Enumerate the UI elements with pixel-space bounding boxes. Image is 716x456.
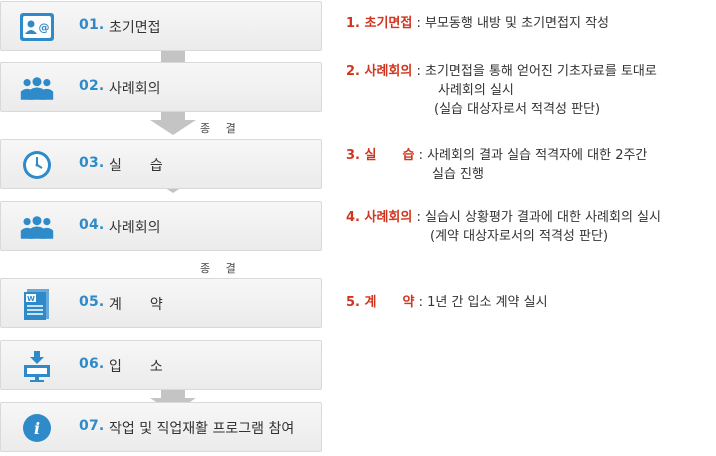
description-text: 초기면접을 통해 얻어진 기초자료를 토대로 <box>425 64 657 79</box>
step-number: 06. <box>79 356 105 372</box>
step-box-7: i 07. 작업 및 직업재활 프로그램 참여 <box>0 402 322 452</box>
step-label: 입 소 <box>109 359 163 375</box>
step-box-1: @ 01. 초기면접 <box>0 1 322 51</box>
description-text: 실습시 상황평가 결과에 대한 사례회의 실시 <box>425 210 661 225</box>
step-label: 계 약 <box>109 297 163 313</box>
description-text: (계약 대상자로서의 적격성 판단) <box>430 229 609 244</box>
step-label: 사례회의 <box>109 220 161 236</box>
step-label: 초기면접 <box>109 20 161 36</box>
description-title: 5. 계 약 <box>346 295 415 310</box>
description-text: 사례회의 실시 <box>438 83 514 98</box>
step-number: 05. <box>79 294 105 310</box>
description-text: 실습 진행 <box>432 167 484 182</box>
description-3: 3. 실 습 : 사례회의 결과 실습 적격자에 대한 2주간 실습 진행 <box>346 146 647 184</box>
svg-text:W: W <box>27 295 35 303</box>
step-number: 03. <box>79 155 105 171</box>
step-number: 07. <box>79 418 105 434</box>
step-box-3: 03. 실 습 <box>0 139 322 189</box>
description-5: 5. 계 약 : 1년 간 입소 계약 실시 <box>346 293 548 312</box>
step-number: 04. <box>79 217 105 233</box>
description-separator: : <box>412 16 426 31</box>
description-text: 1년 간 입소 계약 실시 <box>427 295 548 310</box>
conclude-label: 종 결 <box>200 262 242 275</box>
description-text: (실습 대상자로서 적격성 판단) <box>434 102 601 117</box>
description-title: 3. 실 습 <box>346 148 415 163</box>
clock-icon <box>19 148 55 182</box>
step-number: 02. <box>79 78 105 94</box>
svg-text:i: i <box>34 419 40 438</box>
description-separator: : <box>414 295 428 310</box>
description-2: 2. 사례회의 : 초기면접을 통해 얻어진 기초자료를 토대로 사례회의 실시… <box>346 62 657 119</box>
description-title: 1. 초기면접 <box>346 16 413 31</box>
description-4: 4. 사례회의 : 실습시 상황평가 결과에 대한 사례회의 실시 (계약 대상… <box>346 208 661 246</box>
description-title: 2. 사례회의 <box>346 64 413 79</box>
description-title: 4. 사례회의 <box>346 210 413 225</box>
description-separator: : <box>412 64 426 79</box>
step-box-4: 04. 사례회의 <box>0 201 322 251</box>
flow-arrow <box>150 386 196 413</box>
svg-text:@: @ <box>39 21 50 34</box>
info-icon: i <box>19 411 55 445</box>
step-box-6: 06. 입 소 <box>0 340 322 390</box>
conclude-label: 종 결 <box>200 122 242 135</box>
step-label: 사례회의 <box>109 81 161 97</box>
description-text: 부모동행 내방 및 초기면접지 작성 <box>425 16 609 31</box>
description-separator: : <box>412 210 426 225</box>
description-text: 사례회의 결과 실습 적격자에 대한 2주간 <box>427 148 648 163</box>
description-separator: : <box>414 148 428 163</box>
step-box-5: W 05. 계 약 <box>0 278 322 328</box>
description-1: 1. 초기면접 : 부모동행 내방 및 초기면접지 작성 <box>346 14 609 33</box>
monitor-arrow-icon <box>19 349 55 383</box>
document-icon: W <box>19 287 55 321</box>
people-group-icon <box>19 71 55 105</box>
people-group-icon <box>19 210 55 244</box>
step-label: 작업 및 직업재활 프로그램 참여 <box>109 421 295 437</box>
step-label: 실 습 <box>109 158 163 174</box>
step-box-2: 02. 사례회의 <box>0 62 322 112</box>
contact-card-icon: @ <box>19 10 55 44</box>
flow-arrow <box>150 108 196 135</box>
step-number: 01. <box>79 17 105 33</box>
